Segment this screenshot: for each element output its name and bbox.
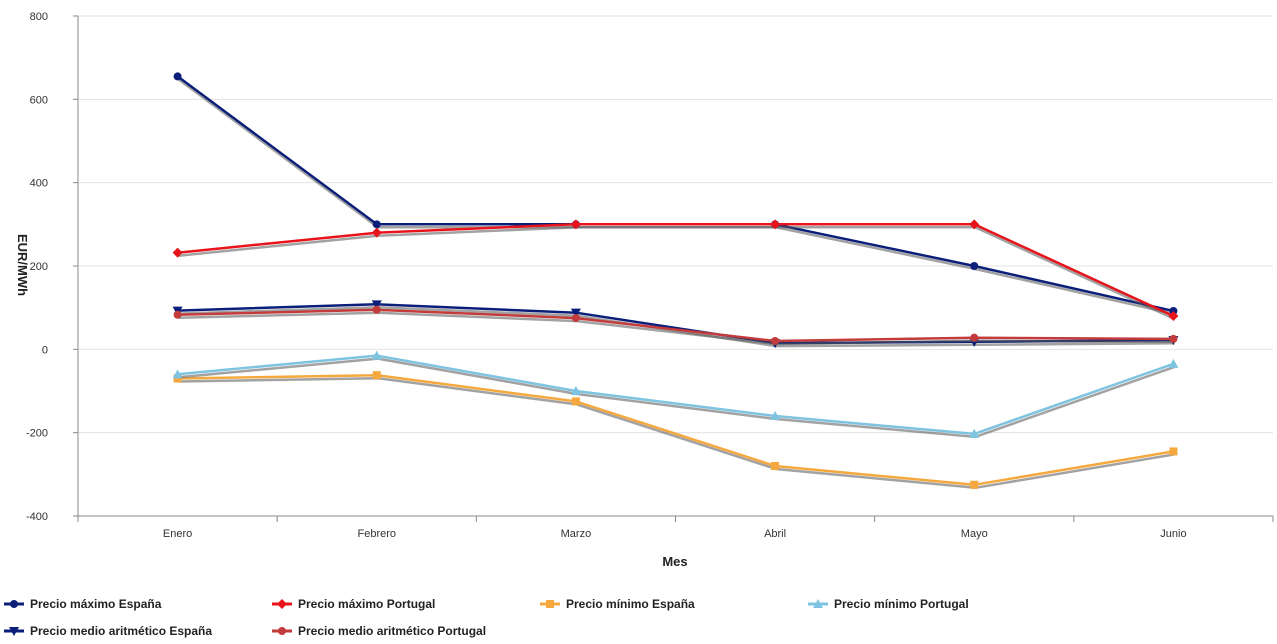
- x-tick-label: Abril: [764, 528, 786, 540]
- series-3: [173, 371, 1178, 490]
- data-point: [970, 262, 979, 270]
- x-axis-title: Mes: [662, 554, 687, 569]
- legend-label: Precio medio aritmético España: [30, 624, 212, 638]
- data-point: [571, 397, 580, 406]
- legend-swatch-marker: [813, 599, 823, 608]
- data-point: [1168, 311, 1179, 321]
- data-point: [771, 462, 780, 470]
- data-point: [770, 411, 781, 420]
- data-point: [172, 247, 183, 258]
- legend-label: Precio mínimo Portugal: [834, 597, 969, 611]
- x-tick-label: Enero: [163, 528, 192, 540]
- y-tick-label: 200: [30, 261, 48, 273]
- legend-item: Precio mínimo España: [540, 597, 695, 611]
- data-point: [173, 374, 182, 383]
- x-tick-label: Febrero: [357, 528, 396, 540]
- y-tick-label: 600: [30, 94, 48, 106]
- legend-item: Precio mínimo Portugal: [808, 597, 969, 611]
- series-1: [173, 72, 1178, 316]
- x-tick-label: Mayo: [961, 528, 988, 540]
- legend-swatch-marker: [10, 600, 18, 608]
- data-point: [570, 308, 581, 318]
- x-tick-label: Junio: [1160, 528, 1186, 540]
- legend-label: Precio medio aritmético Portugal: [298, 624, 486, 638]
- data-point: [371, 350, 382, 360]
- series-line: [177, 223, 1174, 318]
- data-point: [172, 369, 183, 379]
- series-line: [177, 373, 1174, 487]
- series-line-shadow: [178, 376, 1175, 490]
- data-point: [969, 428, 980, 438]
- data-point: [1169, 334, 1178, 343]
- data-point: [372, 371, 381, 380]
- data-point: [372, 220, 381, 229]
- legend-item: Precio máximo España: [4, 597, 162, 611]
- series-2: [172, 219, 1179, 321]
- data-point: [571, 314, 580, 323]
- legend-swatch-marker: [277, 599, 287, 609]
- x-tick-label: Marzo: [561, 528, 592, 540]
- legend: Precio máximo España Precio máximo Portug…: [4, 597, 969, 638]
- data-point: [970, 333, 979, 342]
- legend-label: Precio máximo España: [30, 597, 162, 611]
- data-point: [570, 386, 581, 395]
- legend-swatch-marker: [546, 600, 554, 608]
- series-line: [177, 354, 1174, 436]
- y-tick-label: 0: [42, 344, 48, 356]
- y-tick-label: -200: [26, 428, 48, 440]
- grid-lines: [78, 15, 1273, 517]
- series-4: [172, 350, 1179, 439]
- data-point: [173, 310, 182, 319]
- series-line: [177, 308, 1174, 343]
- series-line-shadow: [178, 357, 1175, 439]
- legend-swatch-marker: [9, 627, 19, 636]
- legend-item: Precio máximo Portugal: [272, 597, 435, 611]
- series-lines: [172, 72, 1179, 490]
- data-point: [1169, 447, 1178, 456]
- data-point: [770, 219, 781, 230]
- y-axis-title: EUR/MWh: [15, 234, 30, 296]
- series-line: [176, 75, 1174, 313]
- data-point: [371, 227, 382, 238]
- legend-swatch-marker: [278, 627, 286, 635]
- data-point: [969, 219, 980, 230]
- data-point: [173, 72, 182, 81]
- series-line-shadow: [178, 226, 1175, 321]
- data-point: [970, 480, 979, 489]
- legend-label: Precio mínimo España: [566, 597, 695, 611]
- data-point: [771, 337, 780, 345]
- axes: -400 -200 0 200 400 600 800 Enero Febrero Marzo Ab…: [26, 11, 1274, 540]
- y-tick-label: -400: [26, 511, 48, 523]
- data-point: [1168, 358, 1179, 368]
- legend-item: Precio medio aritmético España: [4, 624, 212, 638]
- legend-item: Precio medio aritmético Portugal: [272, 624, 486, 638]
- series-6: [173, 305, 1178, 346]
- series-line-shadow: [177, 78, 1175, 316]
- y-tick-label: 400: [30, 178, 48, 190]
- data-point: [570, 219, 581, 230]
- data-point: [371, 300, 382, 310]
- y-tick-label: 800: [30, 11, 48, 23]
- series-line-shadow: [178, 311, 1175, 346]
- data-point: [372, 305, 381, 314]
- legend-label: Precio máximo Portugal: [298, 597, 435, 611]
